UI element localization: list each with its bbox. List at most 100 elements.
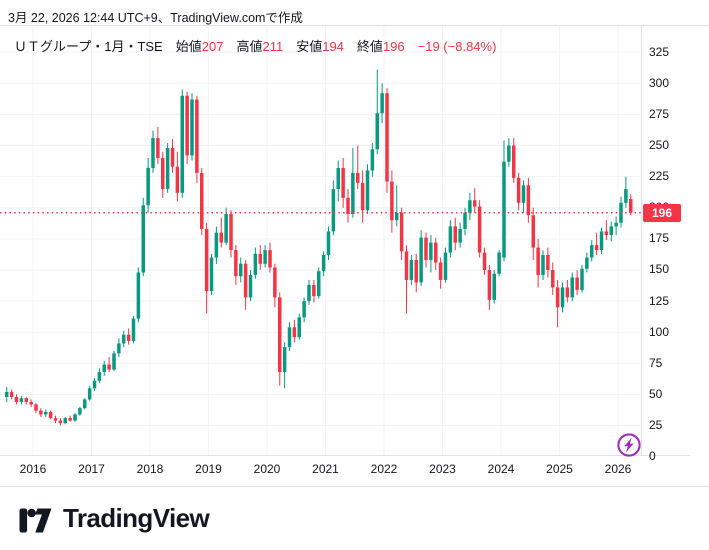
symbol-title: ＵＴグループ・1月・TSE (14, 39, 163, 54)
candle (365, 164, 370, 214)
candle (507, 138, 511, 167)
candle (512, 138, 516, 183)
time-tick-label: 2021 (312, 462, 339, 476)
candle (273, 263, 277, 308)
candle (575, 269, 579, 295)
candle (312, 279, 316, 303)
candle (292, 319, 297, 343)
candle (53, 415, 58, 424)
candle (555, 279, 560, 328)
candle (434, 237, 438, 270)
candle (83, 398, 87, 410)
candle (531, 207, 535, 261)
candle (131, 316, 136, 344)
candle (34, 403, 38, 414)
tradingview-logo[interactable]: TradingView (19, 503, 210, 534)
candle (458, 222, 462, 248)
candle (477, 200, 482, 258)
candle (58, 418, 63, 426)
candle (570, 272, 574, 302)
candle (346, 189, 350, 223)
candle (395, 185, 399, 227)
candle (14, 394, 19, 405)
candle (107, 357, 111, 373)
candle (126, 328, 131, 345)
candle (161, 151, 165, 198)
candle (278, 292, 282, 386)
current-price-label: 196 (643, 203, 681, 222)
candle (385, 88, 389, 193)
candle (580, 265, 584, 293)
candle (590, 240, 594, 262)
creation-date-text: 3月 22, 2026 12:44 UTC+9、TradingView.comで… (8, 11, 303, 25)
candle (165, 143, 170, 193)
candle (234, 245, 238, 285)
candle (122, 330, 126, 348)
time-tick-label: 2017 (78, 462, 105, 476)
candle (170, 139, 175, 173)
candle (302, 297, 306, 323)
candle (360, 170, 365, 223)
candle (541, 250, 545, 280)
candle (141, 197, 145, 277)
candle (453, 217, 457, 251)
candle (336, 160, 340, 202)
candle (419, 230, 423, 287)
candle (87, 385, 92, 401)
candle (307, 279, 311, 305)
candle (258, 245, 262, 270)
price-tick-label: 175 (649, 231, 670, 246)
candle (268, 242, 272, 273)
candle (209, 253, 214, 295)
candle (585, 252, 589, 273)
candle (39, 408, 43, 417)
symbol-legend[interactable]: ＵＴグループ・1月・TSE 始値207 高値211 安値194 終値196 −1… (14, 36, 496, 55)
time-tick-label: 2024 (487, 462, 515, 476)
candle (409, 255, 414, 285)
candle (414, 253, 418, 293)
candle (200, 167, 204, 236)
candle (356, 145, 360, 190)
candle (282, 342, 287, 389)
price-tick-label: 225 (649, 169, 670, 184)
price-tick-label: 325 (649, 44, 670, 59)
candle (102, 360, 106, 376)
time-tick-label: 2018 (136, 462, 164, 476)
candle (297, 313, 301, 340)
ohlc-high-value: 211 (262, 39, 284, 54)
price-tick-label: 75 (649, 355, 663, 370)
price-tick-label: 0 (649, 449, 656, 464)
candle (351, 148, 355, 218)
candle (521, 180, 526, 213)
candle (146, 157, 150, 213)
candle (546, 247, 550, 278)
candle (9, 389, 14, 400)
candle (375, 69, 379, 155)
candle (614, 216, 618, 236)
candle (443, 247, 448, 283)
candle (117, 338, 121, 358)
candle (448, 220, 453, 258)
candle (629, 194, 633, 216)
candle (594, 232, 599, 256)
candle (97, 368, 102, 384)
ohlc-open: 始値207 (175, 39, 224, 54)
change-value: −19 (−8.84%) (417, 39, 497, 54)
boost-button[interactable] (616, 432, 642, 458)
candle (424, 232, 428, 268)
candle (404, 245, 409, 314)
candle (248, 269, 253, 302)
candle (175, 151, 180, 202)
candle (321, 251, 326, 277)
candle (438, 257, 443, 289)
tv-logo-icon (19, 508, 52, 532)
candle (224, 207, 228, 246)
candle (429, 235, 433, 273)
candle (468, 192, 472, 221)
time-tick-label: 2022 (370, 462, 398, 476)
candle (229, 210, 233, 258)
candle (195, 95, 199, 183)
candle (390, 170, 394, 233)
